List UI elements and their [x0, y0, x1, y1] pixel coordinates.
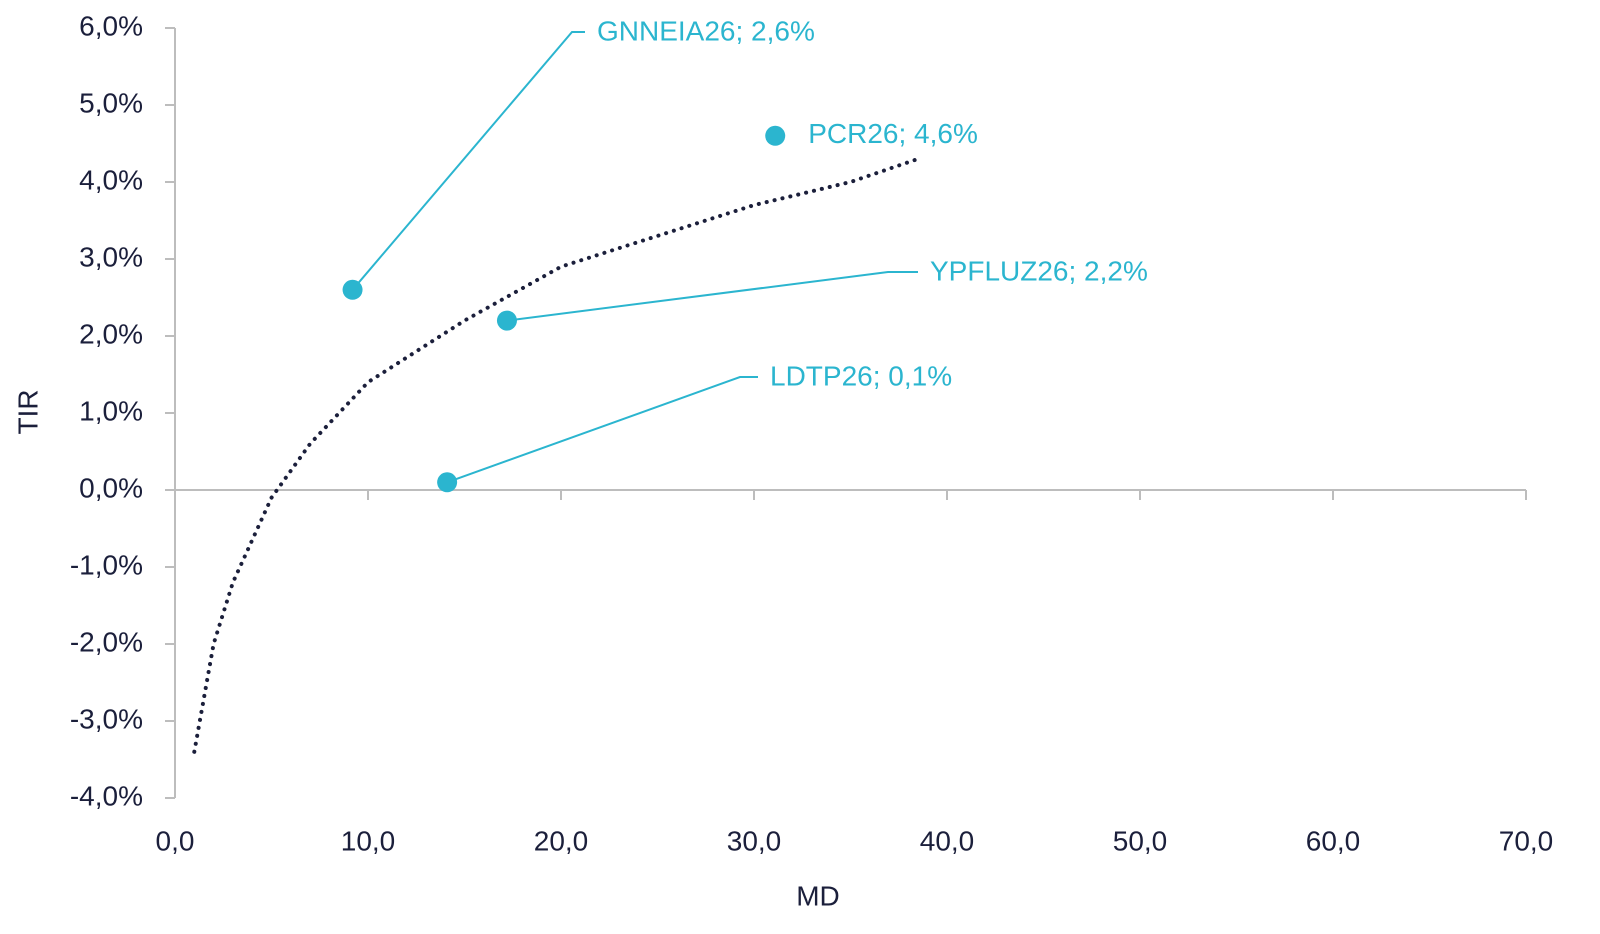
x-tick-label: 10,0 [341, 825, 396, 856]
x-tick-label: 0,0 [156, 825, 195, 856]
x-tick-label: 40,0 [920, 825, 975, 856]
x-tick-label: 70,0 [1499, 825, 1554, 856]
y-tick-label: -4,0% [70, 780, 143, 811]
y-tick-label: 0,0% [79, 472, 143, 503]
x-axis-title: MD [796, 880, 840, 911]
leader-line [351, 31, 585, 291]
x-tick-label: 20,0 [534, 825, 589, 856]
y-tick-label: 5,0% [79, 87, 143, 118]
y-tick-label: -3,0% [70, 703, 143, 734]
point [342, 279, 363, 300]
y-tick-label: -2,0% [70, 626, 143, 657]
data-label: LDTP26; 0,1% [770, 360, 952, 391]
y-tick-label: 6,0% [79, 10, 143, 41]
x-tick-label: 60,0 [1306, 825, 1361, 856]
data-label: GNNEIA26; 2,6% [597, 15, 815, 46]
point [496, 310, 517, 331]
x-tick-label: 30,0 [727, 825, 782, 856]
y-tick-label: -1,0% [70, 549, 143, 580]
data-label: PCR26; 4,6% [808, 118, 978, 149]
leader-line [506, 271, 918, 322]
y-tick-label: 3,0% [79, 241, 143, 272]
y-tick-label: 4,0% [79, 164, 143, 195]
trendline [192, 156, 921, 754]
x-tick-label: 50,0 [1113, 825, 1168, 856]
data-label: YPFLUZ26; 2,2% [930, 255, 1148, 286]
point [437, 472, 458, 493]
y-tick-label: 2,0% [79, 318, 143, 349]
leader-line [446, 376, 758, 484]
point [765, 125, 786, 146]
y-axis-title: TIR [12, 389, 43, 434]
y-tick-label: 1,0% [79, 395, 143, 426]
